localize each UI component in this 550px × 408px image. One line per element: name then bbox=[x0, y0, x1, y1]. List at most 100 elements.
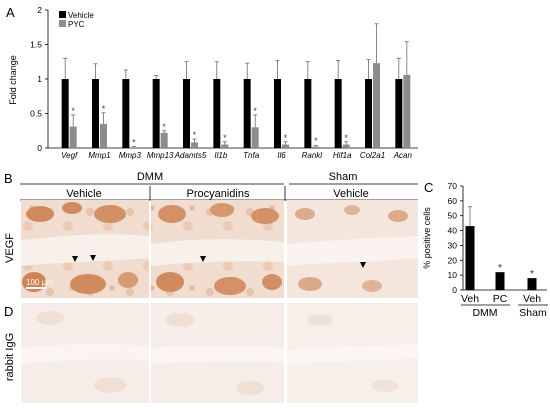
chart-a: 0 0.5 1 1.5 2 Fold change Vehicle PYC * Vegf *… bbox=[8, 5, 418, 160]
group-label-dmm: DMM bbox=[472, 307, 497, 319]
bar-pyc-Mmp1 bbox=[100, 123, 107, 148]
micrograph-igg-procyanidins bbox=[151, 303, 284, 403]
category-label-Tnfa: Tnfa bbox=[243, 151, 260, 160]
chart-c-y-tick-label: 0 bbox=[452, 285, 457, 295]
bar-pyc-Hif1a bbox=[342, 144, 350, 148]
significance-star-Vegf: * bbox=[71, 106, 75, 116]
bar-vehicle-Mmp1 bbox=[92, 79, 99, 148]
bar-c-2 bbox=[527, 278, 537, 290]
x-label-veh-sham: Veh bbox=[523, 293, 541, 305]
scale-bar-label: 100 µm bbox=[26, 278, 53, 287]
bar-pyc-Adamts5 bbox=[191, 142, 198, 148]
significance-star-c-2: * bbox=[530, 268, 534, 280]
micrograph-vegf-procyanidins bbox=[151, 200, 284, 298]
category-label-Acan: Acan bbox=[393, 151, 413, 160]
bar-vehicle-Hif1a bbox=[334, 79, 342, 148]
chart-c-y-tick-label: 30 bbox=[448, 240, 458, 250]
bar-vehicle-Rankl bbox=[304, 79, 312, 148]
bar-vehicle-Col2a1 bbox=[365, 79, 372, 148]
x-label-veh-dmm: Veh bbox=[461, 293, 479, 305]
header-dmm: DMM bbox=[137, 171, 163, 183]
chart-a-y-tick-label: 2 bbox=[37, 5, 42, 15]
chart-a-y-tick-label: 0.5 bbox=[30, 109, 42, 119]
bar-pyc-Acan bbox=[403, 74, 411, 148]
chart-c-y-tick-label: 40 bbox=[448, 226, 458, 236]
chart-a-y-tick-label: 0 bbox=[37, 143, 42, 153]
significance-star-Tnfa: * bbox=[253, 106, 257, 116]
category-label-Mmp3: Mmp3 bbox=[119, 151, 142, 160]
bar-pyc-Tnfa bbox=[251, 127, 259, 148]
micrograph-igg-vehicle-sham bbox=[287, 303, 418, 403]
micrograph-vegf-vehicle-sham bbox=[287, 200, 418, 298]
legend-pyc-label: PYC bbox=[68, 20, 85, 29]
panel-letter-d: D bbox=[4, 304, 13, 319]
arrowhead-1 bbox=[72, 256, 78, 262]
legend-vehicle-swatch bbox=[59, 11, 66, 18]
row-label-rabbit-igg: rabbit IgG bbox=[4, 333, 16, 381]
legend-vehicle-label: Vehicle bbox=[68, 11, 94, 20]
bar-vehicle-Acan bbox=[395, 79, 403, 148]
arrowhead-2 bbox=[90, 255, 96, 261]
bar-pyc-Mmp3 bbox=[130, 147, 138, 148]
bar-pyc-Col2a1 bbox=[373, 63, 380, 148]
chart-c-y-label: % positive cells bbox=[422, 207, 432, 269]
chart-c-y-tick-label: 10 bbox=[448, 270, 458, 280]
chart-a-y-tick-label: 1.5 bbox=[30, 40, 42, 50]
bar-c-1 bbox=[495, 272, 505, 290]
significance-star-Adamts5: * bbox=[193, 130, 197, 140]
bar-vehicle-Il6 bbox=[274, 79, 281, 148]
bar-vehicle-Vegf bbox=[61, 79, 69, 148]
category-label-Il1b: Il1b bbox=[214, 151, 227, 160]
significance-star-Il1b: * bbox=[223, 133, 227, 143]
bar-vehicle-Il1b bbox=[213, 79, 221, 148]
chart-c-y-tick-label: 50 bbox=[448, 211, 458, 221]
chart-c-y-tick-label: 20 bbox=[448, 255, 458, 265]
significance-star-Mmp1: * bbox=[102, 104, 106, 114]
bar-vehicle-Adamts5 bbox=[183, 79, 190, 148]
chart-a-y-label: Fold change bbox=[8, 55, 18, 105]
category-label-Rankl: Rankl bbox=[302, 151, 323, 160]
category-label-Hif1a: Hif1a bbox=[333, 151, 352, 160]
significance-star-Il6: * bbox=[284, 133, 288, 143]
micrograph-igg-vehicle-dmm bbox=[21, 303, 149, 403]
chart-c-y-tick-label: 70 bbox=[448, 181, 458, 191]
legend-pyc-swatch bbox=[59, 20, 66, 27]
arrowhead-3 bbox=[200, 256, 206, 262]
significance-star-Hif1a: * bbox=[344, 133, 348, 143]
category-label-Col2a1: Col2a1 bbox=[360, 151, 385, 160]
column-label-vehicle-dmm: Vehicle bbox=[66, 188, 101, 200]
micrograph-vegf-vehicle-dmm: 100 µm bbox=[21, 200, 149, 298]
chart-c-y-tick-label: 60 bbox=[448, 196, 458, 206]
panel-letter-c: C bbox=[424, 180, 433, 195]
bar-pyc-Il1b bbox=[221, 144, 229, 148]
bar-pyc-Vegf bbox=[69, 126, 77, 148]
chart-a-y-tick-label: 1 bbox=[37, 74, 42, 84]
bar-pyc-Il6 bbox=[282, 144, 289, 148]
column-label-vehicle-sham: Vehicle bbox=[333, 188, 368, 200]
panel-letter-a: A bbox=[6, 5, 15, 20]
significance-star-Mmp13: * bbox=[162, 122, 166, 132]
category-label-Il6: Il6 bbox=[277, 151, 286, 160]
bar-pyc-Rankl bbox=[312, 146, 320, 148]
panel-letter-b: B bbox=[4, 171, 13, 186]
category-label-Mmp13: Mmp13 bbox=[147, 151, 174, 160]
column-label-procyanidins: Procyanidins bbox=[187, 188, 250, 200]
x-label-pc: PC bbox=[493, 293, 508, 305]
group-label-sham: Sham bbox=[519, 307, 547, 319]
header-sham: Sham bbox=[329, 171, 358, 183]
significance-star-Rankl: * bbox=[314, 136, 318, 146]
bar-vehicle-Mmp3 bbox=[122, 79, 130, 148]
bar-vehicle-Mmp13 bbox=[152, 79, 160, 148]
category-label-Vegf: Vegf bbox=[61, 151, 78, 160]
significance-star-c-1: * bbox=[498, 262, 502, 274]
significance-star-Mmp3: * bbox=[132, 138, 136, 148]
bar-pyc-Mmp13 bbox=[160, 132, 168, 148]
scale-bar bbox=[26, 287, 46, 289]
arrowhead-4 bbox=[360, 262, 366, 268]
row-label-vegf: VEGF bbox=[4, 233, 16, 263]
category-label-Mmp1: Mmp1 bbox=[88, 151, 110, 160]
bar-c-0 bbox=[465, 226, 475, 290]
bar-vehicle-Tnfa bbox=[243, 79, 251, 148]
category-label-Adamts5: Adamts5 bbox=[174, 151, 207, 160]
